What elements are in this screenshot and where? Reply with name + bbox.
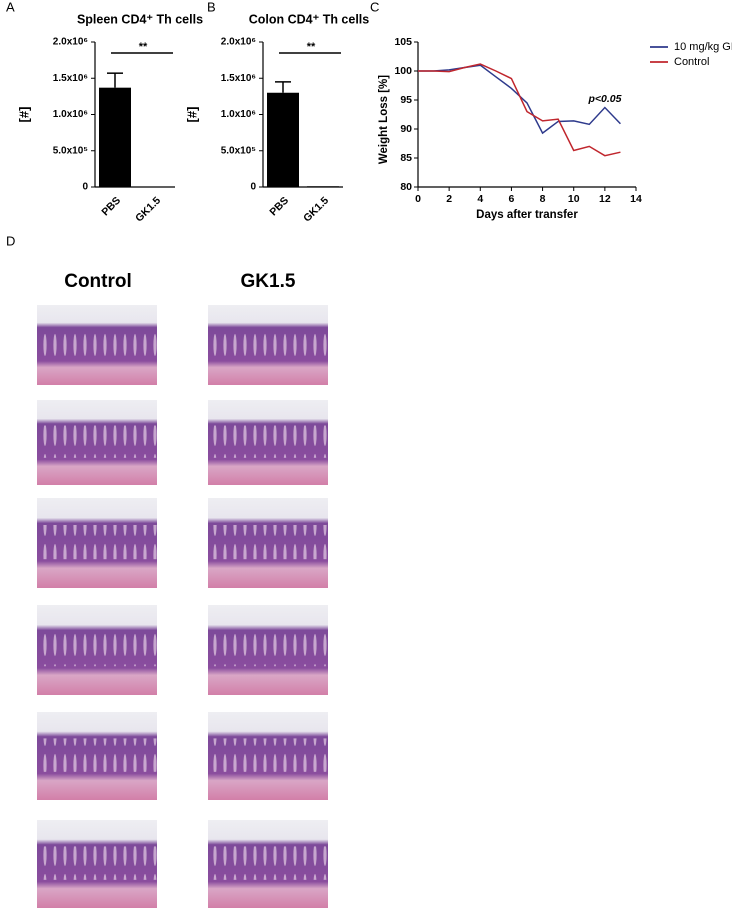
y-tick-label: 5.0x10⁵	[221, 145, 257, 156]
crypt-texture	[37, 425, 157, 458]
x-tick-label: 10	[568, 193, 580, 205]
crypt-texture	[208, 425, 328, 458]
y-tick-label: 90	[400, 123, 412, 135]
y-tick-label: 1.5x10⁶	[221, 73, 256, 84]
x-axis-label: Days after transfer	[476, 209, 578, 221]
crypt-texture	[37, 846, 157, 880]
crypt-texture	[208, 846, 328, 880]
crypt-texture	[208, 738, 328, 772]
x-tick-label: PBS	[267, 195, 291, 219]
y-axis-label: [#]	[184, 107, 199, 123]
y-tick-label: 1.0x10⁶	[53, 109, 88, 120]
crypt-texture	[37, 525, 157, 560]
y-tick-label: 105	[394, 36, 412, 48]
annotation: p<0.05	[588, 93, 622, 105]
y-tick-label: 5.0x10⁵	[53, 145, 89, 156]
x-tick-label: 0	[415, 193, 421, 205]
chart-title: Spleen CD4⁺ Th cells	[77, 12, 203, 26]
y-tick-label: 0	[250, 182, 256, 193]
y-axis-label: [#]	[16, 107, 31, 123]
y-tick-label: 85	[400, 152, 412, 164]
line-series	[418, 63, 621, 157]
y-tick-label: 1.5x10⁶	[53, 73, 88, 84]
y-tick-label: 1.0x10⁶	[221, 109, 256, 120]
x-tick-label: 8	[540, 193, 546, 205]
panel-label: C	[370, 0, 379, 14]
column-heading: Control	[64, 271, 132, 292]
bar	[99, 87, 131, 187]
x-tick-label: GK1.5	[301, 194, 331, 224]
x-tick-label: 6	[509, 193, 515, 205]
legend-label: 10 mg/kg GK1.5	[674, 41, 732, 53]
y-tick-label: 95	[400, 94, 412, 106]
crypt-texture	[208, 632, 328, 667]
bar	[307, 186, 339, 187]
legend-label: Control	[674, 56, 709, 68]
x-tick-label: PBS	[99, 195, 123, 219]
x-tick-label: 14	[630, 193, 642, 205]
panel-label: B	[207, 0, 216, 14]
x-tick-label: 4	[477, 193, 483, 205]
y-tick-label: 2.0x10⁶	[221, 37, 256, 48]
y-tick-label: 80	[400, 181, 412, 193]
panel-label: D	[6, 233, 15, 248]
crypt-texture	[37, 738, 157, 772]
bar	[267, 92, 299, 187]
y-tick-label: 0	[82, 182, 88, 193]
significance: **	[307, 41, 316, 53]
crypt-texture	[37, 329, 157, 360]
crypt-texture	[37, 632, 157, 667]
y-tick-label: 100	[394, 65, 412, 77]
y-tick-label: 2.0x10⁶	[53, 37, 88, 48]
chart-title: Colon CD4⁺ Th cells	[249, 12, 370, 26]
panel-label: A	[6, 0, 15, 14]
crypt-texture	[208, 329, 328, 360]
x-tick-label: GK1.5	[133, 194, 163, 224]
x-tick-label: 2	[446, 193, 452, 205]
crypt-texture	[208, 525, 328, 560]
significance: **	[139, 41, 148, 53]
x-tick-label: 12	[599, 193, 611, 205]
y-axis-label: Weight Loss [%]	[378, 75, 390, 164]
column-heading: GK1.5	[241, 271, 296, 292]
